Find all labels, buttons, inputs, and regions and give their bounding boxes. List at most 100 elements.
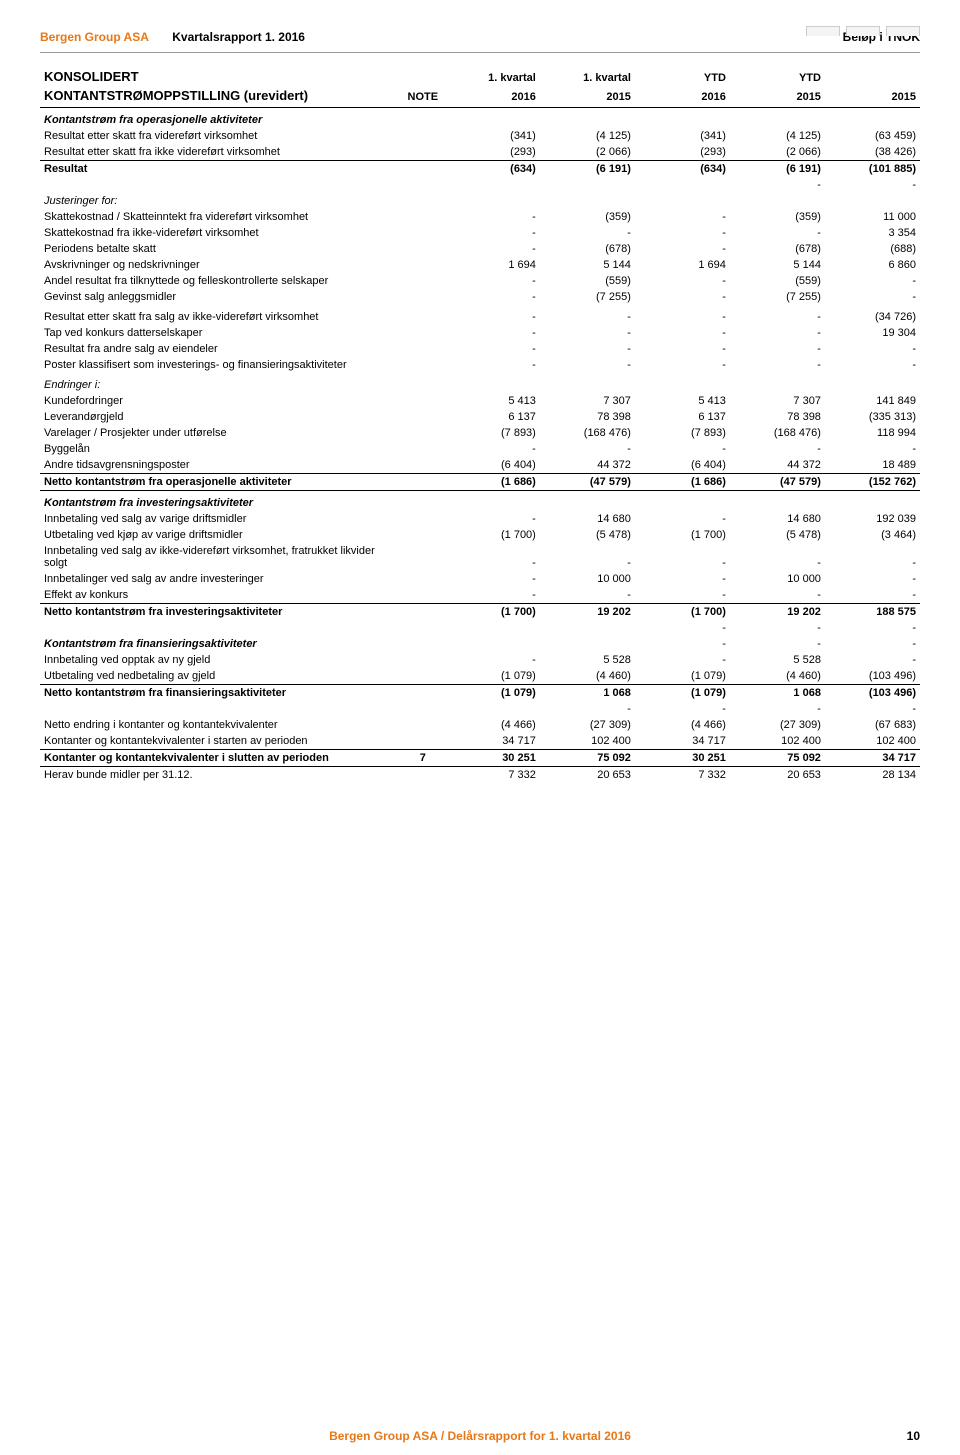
row-label: Leverandørgjeld [40, 409, 401, 425]
row-label: Innbetaling ved opptak av ny gjeld [40, 652, 401, 668]
cell-value: (293) [445, 144, 540, 161]
cashflow-table: KONSOLIDERT 1. kvartal 1. kvartal YTD YT… [40, 67, 920, 783]
cell-value: - [635, 225, 730, 241]
row-label: Innbetaling ved salg av ikke-videreført … [40, 543, 401, 571]
cell-value: - [825, 273, 920, 289]
table-row: Resultat fra andre salg av eiendeler----… [40, 341, 920, 357]
row-label: Innbetaling ved salg av varige driftsmid… [40, 511, 401, 527]
cell-value: 102 400 [540, 733, 635, 750]
cell-value: (293) [635, 144, 730, 161]
cell-value: - [730, 225, 825, 241]
row-label: Gevinst salg anleggsmidler [40, 289, 401, 305]
cell-value: - [635, 289, 730, 305]
cell-value: 5 528 [540, 652, 635, 668]
cell-value: - [635, 441, 730, 457]
title-line2: KONTANTSTRØMOPPSTILLING (urevidert) [40, 86, 401, 108]
title-line1: KONSOLIDERT [40, 67, 401, 86]
cell-value: - [635, 587, 730, 604]
table-row: Resultat etter skatt fra videreført virk… [40, 128, 920, 144]
cell-value: - [730, 357, 825, 373]
cell-value: 11 000 [825, 209, 920, 225]
table-row: Avskrivninger og nedskrivninger1 6945 14… [40, 257, 920, 273]
page-header: Bergen Group ASA Kvartalsrapport 1. 2016… [40, 30, 920, 44]
cell-value: (2 066) [540, 144, 635, 161]
cell-value: (4 460) [730, 668, 825, 685]
ops-header: Kontantstrøm fra operasjonelle aktivitet… [40, 112, 401, 128]
cell-value: - [635, 357, 730, 373]
cell-value: 19 304 [825, 325, 920, 341]
fin-header: Kontantstrøm fra finansieringsaktivitete… [40, 636, 401, 652]
table-row: Varelager / Prosjekter under utførelse(7… [40, 425, 920, 441]
cell-value: - [540, 225, 635, 241]
row-label: Andre tidsavgrensningsposter [40, 457, 401, 474]
cell-value: (7 893) [445, 425, 540, 441]
table-row: Skattekostnad / Skatteinntekt fra videre… [40, 209, 920, 225]
cell-value: - [540, 543, 635, 571]
cell-value: - [445, 571, 540, 587]
table-row: Byggelån----- [40, 441, 920, 457]
header-divider [40, 52, 920, 53]
row-label: Tap ved konkurs datterselskaper [40, 325, 401, 341]
cell-value: - [635, 571, 730, 587]
table-row: Resultat etter skatt fra ikke videreført… [40, 144, 920, 161]
cell-value: (678) [540, 241, 635, 257]
cell-value: (6 404) [445, 457, 540, 474]
cell-value: (7 255) [730, 289, 825, 305]
cell-value: (4 466) [445, 717, 540, 733]
rows1-body: Resultat etter skatt fra videreført virk… [40, 128, 920, 161]
net-fin-row: Netto kontantstrøm fra finansieringsakti… [40, 685, 920, 702]
cell-value: 6 860 [825, 257, 920, 273]
row-label: Effekt av konkurs [40, 587, 401, 604]
rows6-body: Innbetaling ved opptak av ny gjeld-5 528… [40, 652, 920, 685]
cell-value: - [730, 441, 825, 457]
row-label: Skattekostnad / Skatteinntekt fra videre… [40, 209, 401, 225]
cell-value: - [445, 289, 540, 305]
cell-value: - [445, 511, 540, 527]
cell-value: - [445, 441, 540, 457]
cell-value: - [445, 241, 540, 257]
cell-value: (341) [445, 128, 540, 144]
cell-value: - [445, 543, 540, 571]
page-number: 10 [907, 1429, 920, 1443]
cell-value: (63 459) [825, 128, 920, 144]
cell-value: - [540, 441, 635, 457]
cell-value: (2 066) [730, 144, 825, 161]
cell-value: 102 400 [730, 733, 825, 750]
cell-value: (6 404) [635, 457, 730, 474]
cell-value: (1 079) [445, 668, 540, 685]
row-label: Poster klassifisert som investerings- og… [40, 357, 401, 373]
cell-value: - [730, 309, 825, 325]
cell-value: - [635, 309, 730, 325]
table-row: Utbetaling ved nedbetaling av gjeld(1 07… [40, 668, 920, 685]
cell-value: 44 372 [730, 457, 825, 474]
cell-value: - [825, 587, 920, 604]
cash-end-row: Kontanter og kontantekvivalenter i slutt… [40, 750, 920, 767]
cell-value: 78 398 [730, 409, 825, 425]
cell-value: (678) [730, 241, 825, 257]
cell-value: (341) [635, 128, 730, 144]
cell-value: (34 726) [825, 309, 920, 325]
cell-value: 5 144 [730, 257, 825, 273]
cell-value: - [540, 357, 635, 373]
table-row: Innbetaling ved salg av ikke-videreført … [40, 543, 920, 571]
cell-value: (103 496) [825, 668, 920, 685]
cell-value: - [730, 587, 825, 604]
cell-value: (27 309) [540, 717, 635, 733]
cell-value: - [825, 357, 920, 373]
cell-value: - [825, 289, 920, 305]
table-row: Kontanter og kontantekvivalenter i start… [40, 733, 920, 750]
cell-value: 3 354 [825, 225, 920, 241]
cell-value: 7 307 [730, 393, 825, 409]
rows4-body: Kundefordringer5 4137 3075 4137 307141 8… [40, 393, 920, 474]
cell-value: (4 125) [540, 128, 635, 144]
cell-value: (4 125) [730, 128, 825, 144]
row-label: Resultat etter skatt fra videreført virk… [40, 128, 401, 144]
page-container: Bergen Group ASA Kvartalsrapport 1. 2016… [0, 0, 960, 1455]
table-row: Innbetaling ved salg av varige driftsmid… [40, 511, 920, 527]
table-row: Leverandørgjeld6 13778 3986 13778 398(33… [40, 409, 920, 425]
cell-value: 5 413 [445, 393, 540, 409]
decorative-tabs [806, 26, 920, 36]
table-row: Effekt av konkurs----- [40, 587, 920, 604]
cell-value: (27 309) [730, 717, 825, 733]
table-row: Utbetaling ved kjøp av varige driftsmidl… [40, 527, 920, 543]
